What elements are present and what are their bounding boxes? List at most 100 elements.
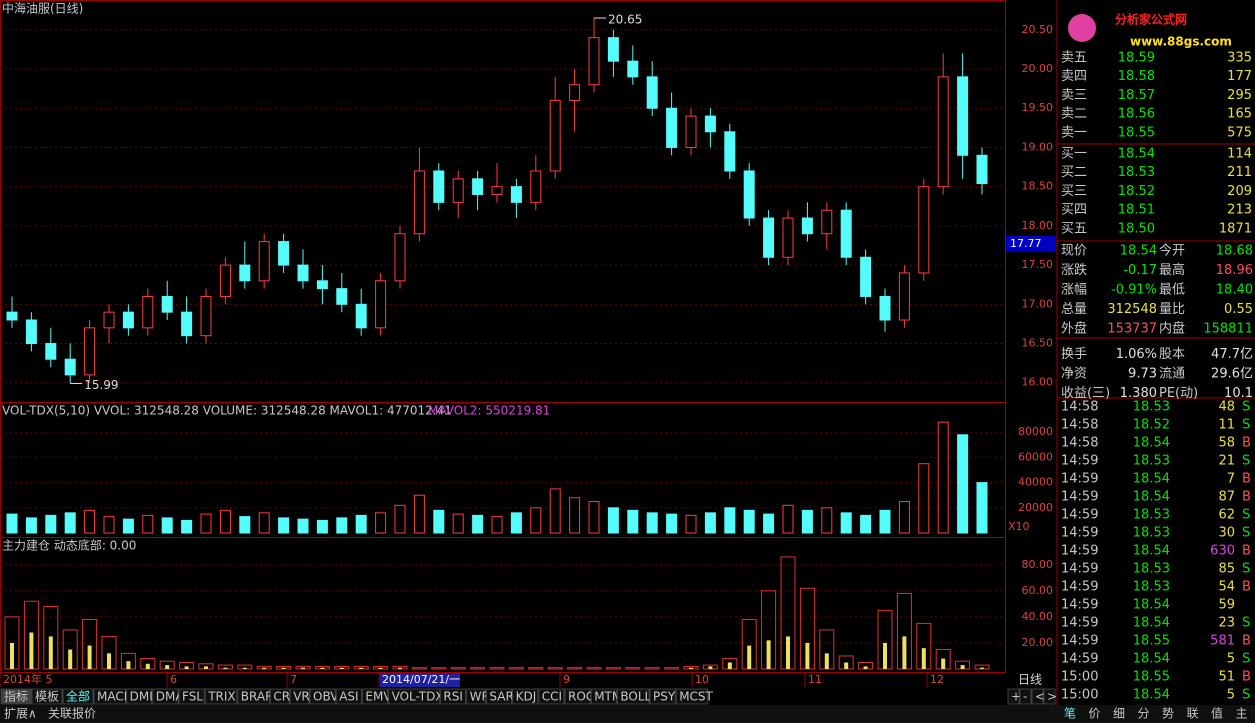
volume-bar [122,518,134,534]
chart-title: 中海油服(日线) [2,1,83,16]
toolbar-button[interactable] [237,688,270,705]
nav-label[interactable]: > [1047,690,1057,704]
quote-tab[interactable]: 联 [1187,707,1199,721]
inner-bar [145,663,150,669]
toolbar-label[interactable]: OBV [313,690,339,704]
toolbar-button[interactable] [538,688,565,705]
toolbar-label[interactable]: WR [470,690,490,704]
book-price: 18.57 [1118,88,1155,103]
toolbar-label[interactable]: ASI [339,690,358,704]
toolbar-button[interactable] [388,688,440,705]
x-label: 6 [170,673,177,686]
nav-button[interactable] [1043,688,1056,705]
tick-time: 14:59 [1061,598,1098,613]
toolbar-button[interactable] [152,688,179,705]
toolbar-label[interactable]: SAR [489,690,513,704]
stat-cell: 收益(三) [1061,386,1110,401]
toolbar-label[interactable]: MTM [594,690,622,704]
toolbar-label[interactable]: 模板 [35,690,59,704]
toolbar-button[interactable] [289,688,310,705]
cursor-tag [1006,235,1056,252]
volume-bar [84,509,96,534]
toolbar-button[interactable] [439,688,467,705]
toolbar-label[interactable]: FSL [182,690,203,704]
toolbar-button[interactable] [361,688,389,705]
nav-label[interactable]: < [1035,690,1045,704]
toolbar-button[interactable] [590,688,617,705]
toolbar-button[interactable] [564,688,591,705]
stat-cell: PE(动) [1159,386,1198,401]
toolbar-label[interactable]: KDJ [516,690,537,704]
toolbar-button[interactable] [309,688,336,705]
toolbar-label[interactable]: BRAR [241,690,274,704]
candle-body [646,76,658,109]
toolbar-label[interactable]: PSY [653,690,676,704]
candle-body [569,84,581,101]
quote-tab[interactable]: 值 [1211,706,1223,721]
cursor-label: 17.77 [1010,237,1042,250]
quote-tab[interactable]: 笔 [1064,706,1076,721]
toolbar-label[interactable]: MCST [679,690,713,704]
toolbar-button[interactable] [62,688,94,705]
toolbar-label[interactable]: CCI [542,690,562,704]
volume-bar [6,513,18,534]
bottom-tab[interactable]: 扩展∧ [4,707,37,721]
nav-button[interactable] [1031,688,1044,705]
toolbar-label[interactable]: 指标 [4,689,28,704]
toolbar-button[interactable] [93,688,127,705]
toolbar-button[interactable] [675,688,709,705]
quote-tab[interactable]: 价 [1089,707,1101,721]
bottom-tab[interactable]: 关联报价 [48,706,96,721]
toolbar-label[interactable]: VR [293,690,310,704]
toolbar-button[interactable] [335,688,362,705]
toolbar-button[interactable] [466,688,486,705]
quote-tab[interactable]: 细 [1113,707,1125,721]
volume-bar [239,516,251,534]
main-bar [567,667,583,670]
y-tick-label: 16.00 [1022,376,1054,389]
y-tick-label: 19.50 [1022,101,1054,114]
toolbar-button[interactable] [649,688,676,705]
quote-tab[interactable]: 分 [1138,707,1150,721]
toolbar-button[interactable] [512,688,539,705]
quote-tab[interactable]: 势 [1162,707,1174,721]
toolbar-label[interactable]: MACD [97,690,133,704]
toolbar-label[interactable]: RSI [443,690,463,704]
toolbar-label[interactable]: ROC [568,690,594,704]
main-bar [547,667,563,670]
inner-bar [204,666,208,669]
toolbar-label[interactable]: TRIX [207,690,235,704]
candle-body [375,280,387,329]
toolbar-button[interactable] [204,688,238,705]
toolbar-label[interactable]: VOL-TDX [392,690,444,704]
tick-side: B [1242,472,1251,487]
toolbar-label[interactable]: DMI [130,690,153,704]
toolbar-label[interactable]: BOLL [620,690,651,704]
nav-button[interactable] [1007,688,1020,705]
nav-label[interactable]: - [1023,690,1027,704]
volume-bar [181,519,193,534]
nav-button[interactable] [1019,688,1032,705]
tick-time: 14:59 [1061,562,1098,577]
toolbar-button[interactable] [31,688,63,705]
book-volume: 114 [1227,147,1252,162]
candle-body [84,327,96,376]
toolbar-button[interactable] [126,688,153,705]
toolbar-button[interactable] [616,688,650,705]
toolbar-button[interactable] [178,688,205,705]
tick-side: S [1242,652,1250,667]
y-tick-label: 17.50 [1022,258,1054,271]
quote-tab[interactable]: 主 [1236,707,1248,721]
candle-body [976,154,988,185]
toolbar-label[interactable]: CR [273,690,290,704]
toolbar-label[interactable]: DMA [156,690,185,704]
nav-label[interactable]: + [1011,690,1021,704]
x-label: 11 [808,673,822,686]
candle-body [860,256,872,297]
toolbar-label[interactable]: 全部 [66,689,90,704]
tick-volume: 62 [1218,508,1235,523]
toolbar-button[interactable] [269,688,290,705]
toolbar-label[interactable]: EMV [365,690,392,704]
toolbar-button[interactable] [485,688,513,705]
toolbar-button[interactable] [0,688,32,705]
